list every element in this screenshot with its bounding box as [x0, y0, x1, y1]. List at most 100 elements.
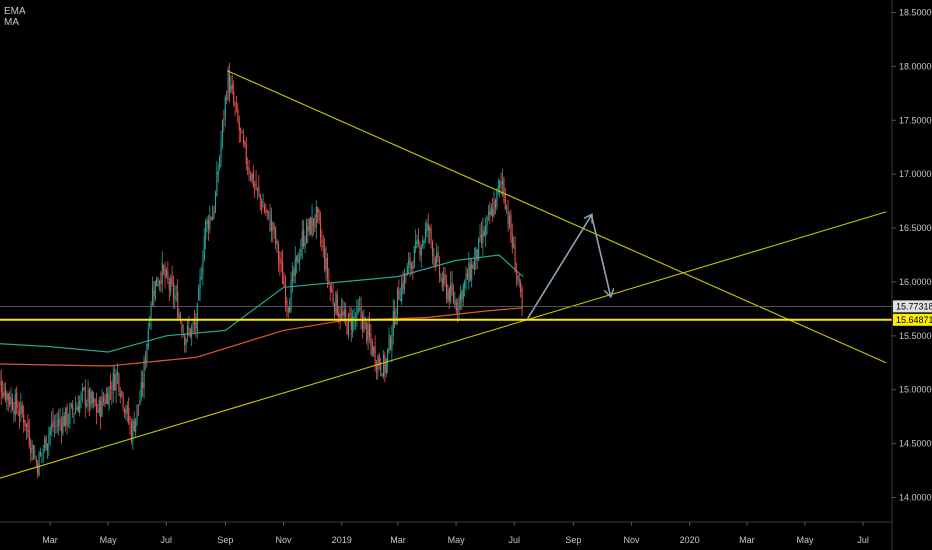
- candle-body: [508, 215, 511, 227]
- candle-body: [266, 210, 268, 213]
- candle-body: [70, 403, 72, 407]
- candle-body: [276, 240, 278, 244]
- candle-body: [207, 220, 210, 230]
- candle-body: [214, 193, 217, 212]
- y-tick-label: 15.50000: [899, 331, 932, 341]
- candle-body: [450, 284, 452, 302]
- candle-body: [259, 194, 261, 200]
- candle-body: [440, 277, 442, 279]
- candle-body: [181, 323, 183, 333]
- candle-body: [87, 389, 89, 403]
- trendline[interactable]: [227, 70, 887, 364]
- x-tick-label: May: [100, 535, 118, 545]
- candle-body: [143, 360, 145, 389]
- candle-body: [367, 324, 369, 341]
- ma-legend-label[interactable]: MA: [4, 17, 19, 28]
- candle-body: [434, 257, 436, 266]
- candle-body: [111, 391, 113, 393]
- candle-body: [30, 447, 32, 453]
- candle-body: [100, 400, 102, 418]
- candle-body: [303, 229, 305, 247]
- candle-body: [501, 180, 504, 185]
- candle-body: [4, 388, 7, 400]
- candle-body: [486, 216, 488, 226]
- candle-body: [384, 355, 386, 374]
- ma-line: [0, 307, 523, 367]
- candle-body: [342, 312, 344, 315]
- candle-body: [199, 276, 201, 290]
- candle-body: [135, 418, 137, 433]
- candle-body: [368, 324, 371, 337]
- projection-arrow[interactable]: [526, 215, 592, 320]
- drawing-tools[interactable]: [0, 70, 892, 489]
- x-tick-label: May: [448, 535, 466, 545]
- candle-body: [452, 292, 455, 302]
- candle-body: [326, 257, 329, 278]
- candle-body: [308, 218, 310, 231]
- candle-body: [380, 363, 382, 372]
- candle-body: [413, 246, 415, 268]
- candle-body: [328, 279, 330, 283]
- candle-body: [235, 106, 238, 108]
- candle-body: [357, 308, 359, 310]
- candle-body: [227, 69, 229, 99]
- candle-body: [65, 407, 67, 427]
- candle-body: [234, 102, 236, 107]
- x-tick-label: Sep: [565, 535, 581, 545]
- candle-body: [423, 239, 425, 243]
- candle-body: [461, 290, 463, 302]
- candle-body: [14, 394, 16, 416]
- candle-body: [132, 420, 134, 441]
- candle-body: [420, 247, 422, 257]
- candle-body: [322, 245, 324, 248]
- candle-body: [431, 241, 434, 256]
- candle-body: [205, 220, 207, 239]
- candle-body: [416, 239, 418, 245]
- candle-body: [177, 291, 179, 318]
- candle-body: [209, 215, 211, 230]
- candle-body: [16, 392, 18, 409]
- indicator-legend: EMA MA: [4, 6, 26, 28]
- candle-body: [258, 186, 260, 193]
- x-tick-label: Jul: [161, 535, 173, 545]
- candle-body: [49, 427, 51, 435]
- candle-body: [497, 186, 499, 190]
- candle-body: [217, 170, 219, 175]
- candle-body: [77, 405, 79, 412]
- candle-body: [10, 397, 12, 405]
- candle-body: [129, 422, 131, 424]
- candle-body: [18, 412, 21, 417]
- candle-body: [200, 277, 203, 279]
- candle-body: [406, 266, 408, 276]
- candle-body: [468, 262, 470, 283]
- price-axis[interactable]: 18.50000 18.00000 17.50000 17.00000 16.50000…: [892, 8, 932, 503]
- time-axis[interactable]: Mar May Jul Sep Nov 2019 Mar May Jul Sep Nov 2020 Ma…: [42, 522, 869, 545]
- trendline[interactable]: [0, 211, 887, 489]
- y-tick-label: 16.00000: [899, 277, 932, 287]
- candle-body: [392, 310, 394, 336]
- candle-body: [130, 423, 133, 442]
- candle-body: [514, 247, 516, 273]
- candle-body: [378, 355, 380, 366]
- candle-body: [332, 294, 334, 303]
- candle-body: [163, 265, 165, 272]
- candle-body: [17, 410, 19, 415]
- candle-body: [179, 314, 182, 322]
- candle-body: [213, 210, 215, 214]
- candle-body: [345, 308, 347, 320]
- projection-arrow[interactable]: [590, 214, 610, 296]
- ema-legend-label[interactable]: EMA: [4, 6, 26, 17]
- candle-body: [112, 373, 114, 391]
- candle-body: [454, 299, 456, 305]
- candle-body: [7, 393, 9, 400]
- candle-body: [403, 272, 406, 291]
- candle-body: [517, 274, 519, 281]
- candle-body: [105, 393, 107, 404]
- y-tick-label: 18.50000: [899, 8, 932, 18]
- candle-body: [126, 405, 128, 413]
- candle-body: [88, 389, 91, 407]
- candle-body: [32, 445, 35, 460]
- candle-body: [21, 405, 23, 414]
- candle-body: [45, 436, 47, 451]
